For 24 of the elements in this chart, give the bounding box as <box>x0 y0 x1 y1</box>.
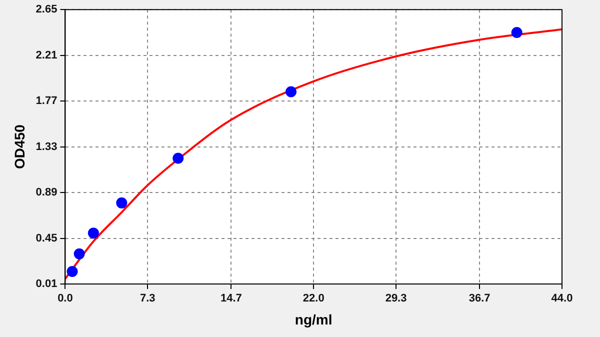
x-tick-label: 0.0 <box>58 292 73 305</box>
x-tick-label: 22.0 <box>302 292 324 305</box>
y-axis-title: OD450 <box>11 124 28 169</box>
y-tick-label: 2.65 <box>36 4 58 16</box>
line-series <box>65 28 562 280</box>
y-tick-label: 0.01 <box>36 278 58 290</box>
point <box>172 152 184 164</box>
y-tick-label: 1.33 <box>36 140 58 153</box>
x-tick-label: 36.7 <box>468 292 490 305</box>
x-tick-label: 14.7 <box>220 292 242 305</box>
point <box>116 197 128 208</box>
point <box>74 248 85 260</box>
point <box>66 266 78 278</box>
y-tick-label: 0.89 <box>36 186 58 199</box>
point <box>88 228 99 239</box>
x-tick-label: 7.3 <box>140 292 156 305</box>
x-axis-title: ng/ml <box>294 311 332 328</box>
point <box>286 86 297 98</box>
x-tick-label: 29.3 <box>385 292 407 305</box>
point <box>511 26 522 38</box>
x-tick-label: 44.0 <box>551 292 573 305</box>
y-tick-label: 2.21 <box>36 49 58 62</box>
y-tick-label: 1.77 <box>36 95 58 108</box>
y-tick-label: 0.45 <box>36 232 58 244</box>
